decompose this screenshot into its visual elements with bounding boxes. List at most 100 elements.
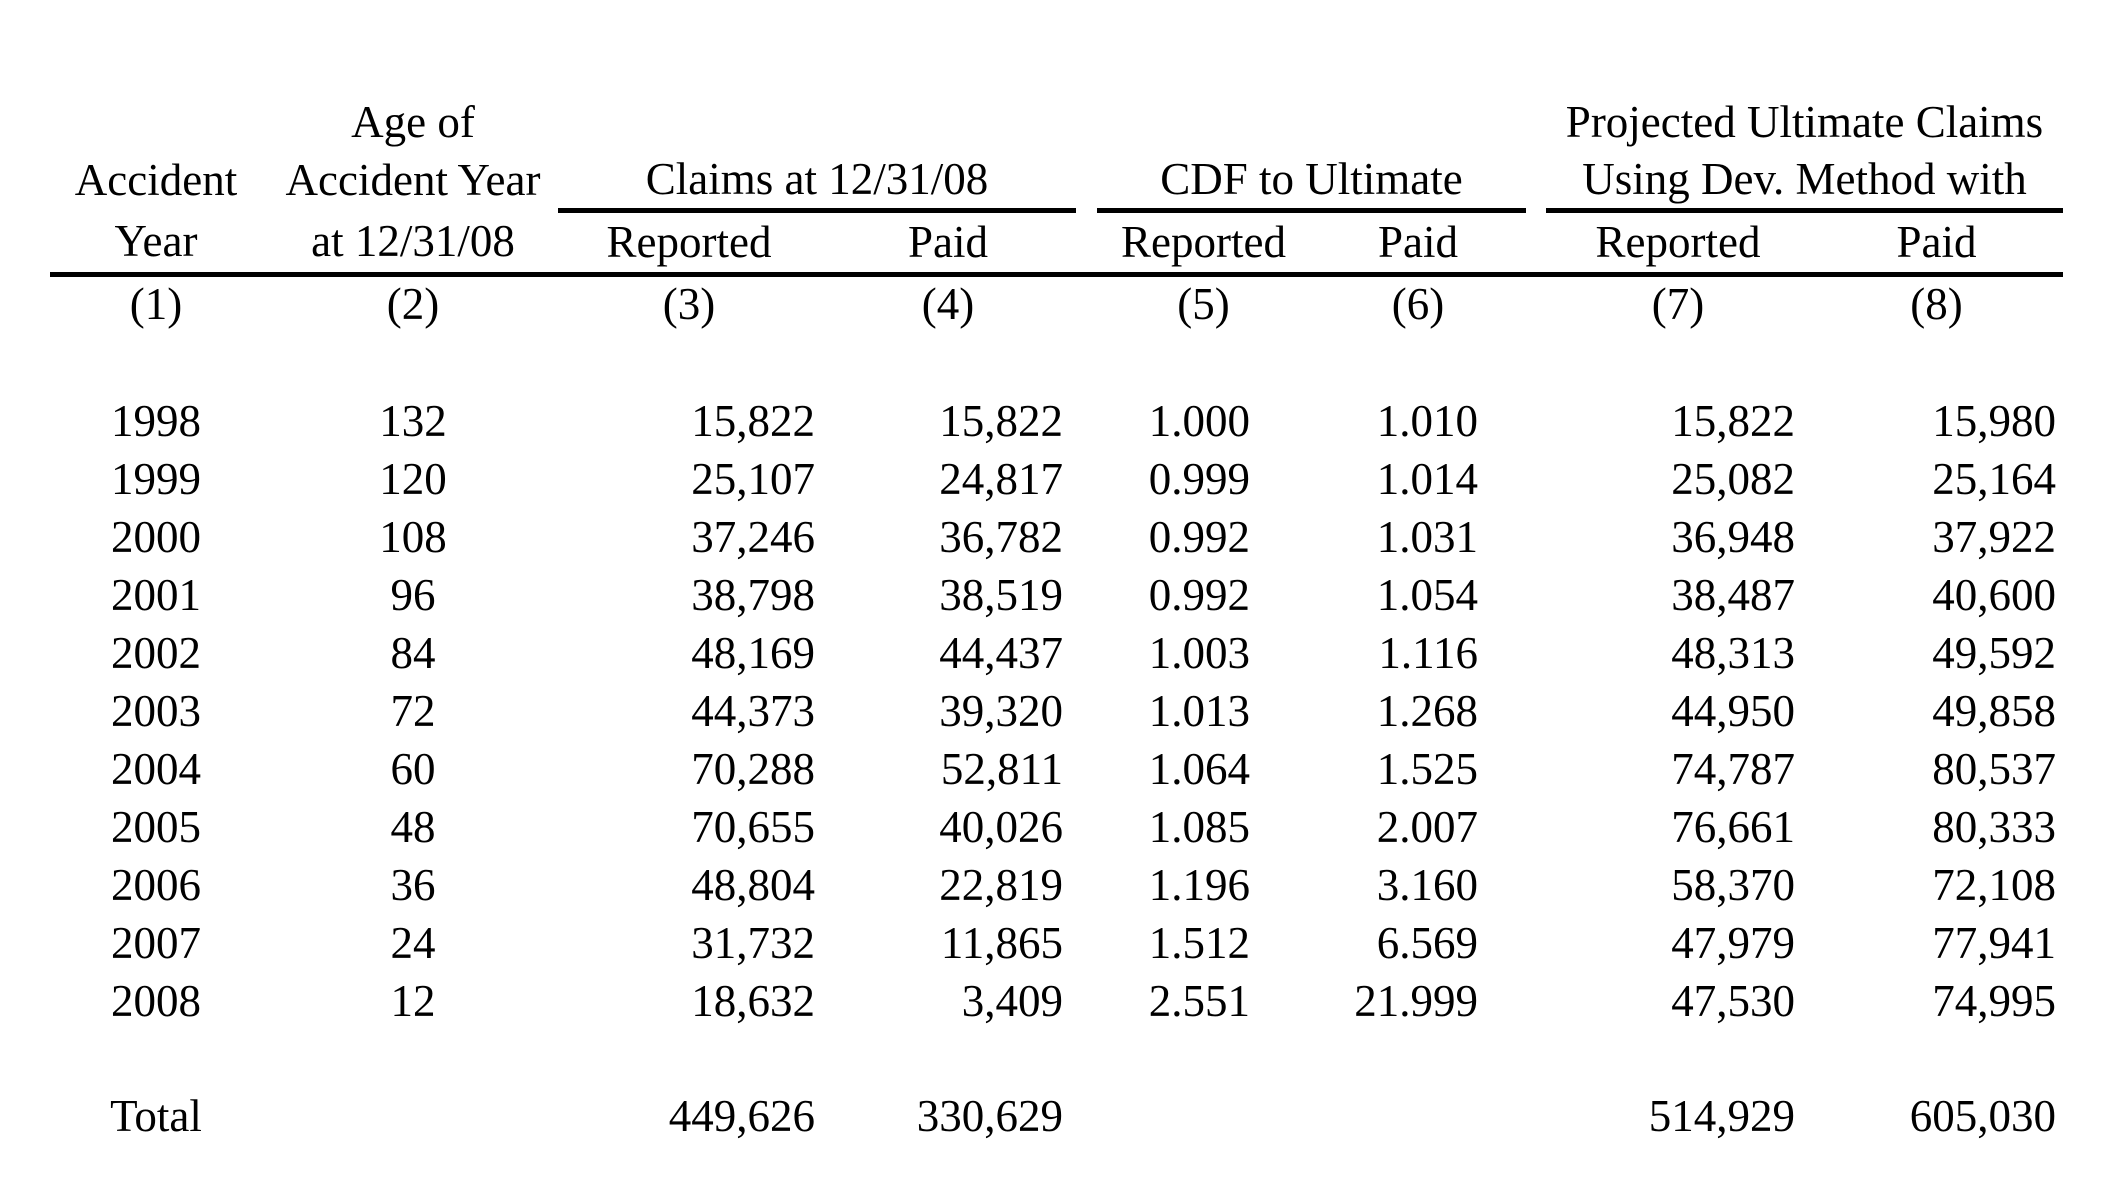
paid-ult-cell: 25,164 xyxy=(1932,453,2056,504)
accident-year-cell: 1998 xyxy=(111,395,201,446)
group-gap xyxy=(1526,740,1546,798)
group-gap xyxy=(1076,450,1097,508)
spacer-cell xyxy=(1097,94,1526,151)
reported-claims-cell: 48,804 xyxy=(691,859,815,910)
cdf-paid-header: Paid xyxy=(1310,210,1526,277)
group-gap xyxy=(1076,392,1097,450)
table-row: 2001 96 38,798 38,519 0.992 1.054 38,487… xyxy=(50,566,2063,624)
projected-group-title-line2: Using Dev. Method with xyxy=(1546,151,2063,213)
total-label: Total xyxy=(110,1090,202,1141)
paid-cdf-cell: 1.010 xyxy=(1376,395,1478,446)
paid-claims-cell: 11,865 xyxy=(940,917,1063,968)
paid-cdf-cell: 2.007 xyxy=(1376,801,1478,852)
reported-ult-cell: 48,313 xyxy=(1671,627,1795,678)
paid-ult-cell: 80,333 xyxy=(1932,801,2056,852)
paid-cdf-cell: 21.999 xyxy=(1354,975,1478,1026)
group-gap xyxy=(1526,1087,1546,1145)
group-gap xyxy=(1526,94,1546,151)
group-gap xyxy=(1076,275,1097,333)
col-num-5: (5) xyxy=(1177,279,1230,329)
paid-claims-cell: 15,822 xyxy=(939,395,1063,446)
paid-ult-cell: 37,922 xyxy=(1932,511,2056,562)
reported-ult-cell: 38,487 xyxy=(1671,569,1795,620)
reported-cdf-cell: 0.992 xyxy=(1148,511,1250,562)
accident-year-cell: 2001 xyxy=(111,569,201,620)
group-gap xyxy=(1076,682,1097,740)
accident-year-cell: 2008 xyxy=(111,975,201,1026)
group-gap xyxy=(1076,624,1097,682)
reported-claims-cell: 70,288 xyxy=(691,743,815,794)
paid-ult-cell: 40,600 xyxy=(1932,569,2056,620)
accident-year-cell: 2007 xyxy=(111,917,201,968)
cdf-group-title: CDF to Ultimate xyxy=(1097,151,1526,213)
total-reported-ult: 514,929 xyxy=(1648,1090,1795,1141)
reported-claims-cell: 25,107 xyxy=(691,453,815,504)
claims-group-title: Claims at 12/31/08 xyxy=(558,151,1076,213)
projected-reported-header: Reported xyxy=(1546,210,1810,277)
age-cell: 96 xyxy=(390,569,436,620)
group-gap xyxy=(1526,856,1546,914)
reported-ult-cell: 58,370 xyxy=(1671,859,1795,910)
accident-year-cell: 1999 xyxy=(111,453,201,504)
reported-ult-cell: 25,082 xyxy=(1671,453,1795,504)
age-cell: 60 xyxy=(390,743,436,794)
paid-claims-cell: 52,811 xyxy=(940,743,1063,794)
claims-development-table: Age of Projected Ultimate Claims Acciden… xyxy=(50,94,2063,1145)
group-gap xyxy=(1526,624,1546,682)
group-gap xyxy=(1076,151,1097,211)
reported-cdf-cell: 1.085 xyxy=(1148,801,1250,852)
group-gap xyxy=(1526,798,1546,856)
paid-claims-cell: 24,817 xyxy=(939,453,1063,504)
group-gap xyxy=(1526,508,1546,566)
reported-ult-cell: 36,948 xyxy=(1671,511,1795,562)
cdf-reported-header: Reported xyxy=(1097,210,1310,277)
table-row: 2005 48 70,655 40,026 1.085 2.007 76,661… xyxy=(50,798,2063,856)
total-paid-ult: 605,030 xyxy=(1909,1090,2056,1141)
paid-cdf-cell: 1.525 xyxy=(1376,743,1478,794)
group-gap xyxy=(1076,94,1097,151)
empty-cell xyxy=(250,1087,558,1145)
group-gap xyxy=(1526,682,1546,740)
group-gap xyxy=(1076,856,1097,914)
year-header: Year xyxy=(50,210,250,277)
paid-ult-cell: 15,980 xyxy=(1932,395,2056,446)
reported-cdf-cell: 0.992 xyxy=(1148,569,1250,620)
paid-claims-cell: 39,320 xyxy=(939,685,1063,736)
empty-cell xyxy=(1310,1087,1526,1145)
total-paid-claims: 330,629 xyxy=(916,1090,1063,1141)
spacer-cell xyxy=(558,94,1076,151)
group-gap xyxy=(1076,740,1097,798)
accident-year-cell: 2006 xyxy=(111,859,201,910)
table-row: 2000 108 37,246 36,782 0.992 1.031 36,94… xyxy=(50,508,2063,566)
age-cell: 108 xyxy=(379,511,447,562)
age-cell: 72 xyxy=(390,685,436,736)
reported-ult-cell: 15,822 xyxy=(1671,395,1795,446)
group-gap xyxy=(1526,566,1546,624)
table-row: 2007 24 31,732 11,865 1.512 6.569 47,979… xyxy=(50,914,2063,972)
at-date-header: at 12/31/08 xyxy=(250,210,558,277)
reported-claims-cell: 70,655 xyxy=(691,801,815,852)
projected-group-title-line1: Projected Ultimate Claims xyxy=(1565,97,2044,147)
paid-cdf-cell: 3.160 xyxy=(1376,859,1478,910)
reported-claims-cell: 38,798 xyxy=(691,569,815,620)
accident-year-cell: 2002 xyxy=(111,627,201,678)
group-gap xyxy=(1076,566,1097,624)
age-cell: 48 xyxy=(390,801,436,852)
reported-cdf-cell: 1.196 xyxy=(1148,859,1250,910)
group-gap xyxy=(1076,972,1097,1030)
col-num-3: (3) xyxy=(662,279,716,329)
reported-ult-cell: 44,950 xyxy=(1671,685,1795,736)
accident-header: Accident xyxy=(74,155,238,206)
reported-cdf-cell: 1.000 xyxy=(1148,395,1250,446)
claims-paid-header: Paid xyxy=(820,210,1076,277)
table-row: 2003 72 44,373 39,320 1.013 1.268 44,950… xyxy=(50,682,2063,740)
paid-ult-cell: 77,941 xyxy=(1932,917,2056,968)
spacer-cell xyxy=(50,94,250,151)
age-cell: 12 xyxy=(390,975,436,1026)
projected-paid-header: Paid xyxy=(1810,210,2063,277)
reported-cdf-cell: 1.064 xyxy=(1148,743,1250,794)
table-row: 1998 132 15,822 15,822 1.000 1.010 15,82… xyxy=(50,392,2063,450)
accident-year-header: Accident Year xyxy=(285,155,541,206)
spacer-row xyxy=(50,1030,2063,1087)
header-row-1: Age of Projected Ultimate Claims xyxy=(50,94,2063,151)
